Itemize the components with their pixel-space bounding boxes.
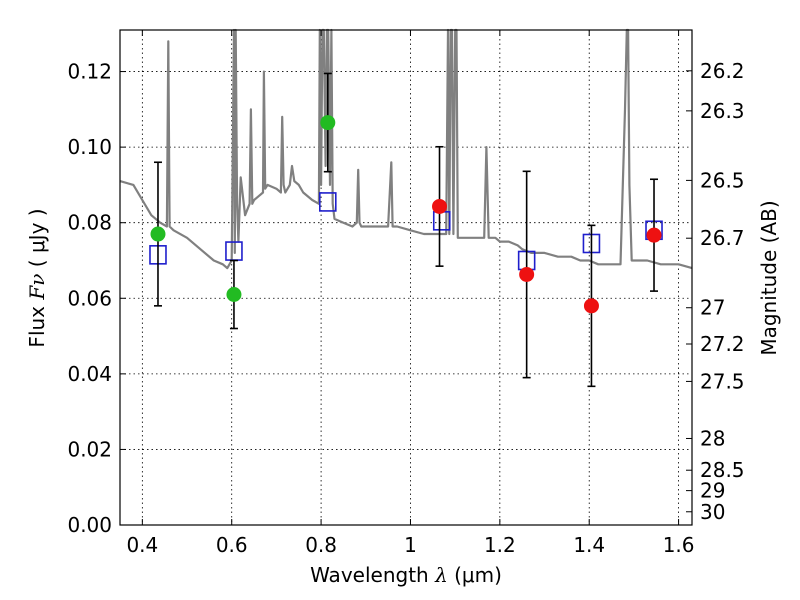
observed-flux-point [226, 287, 242, 303]
observed-flux-point [519, 266, 535, 282]
y2-tick-label: 26.3 [700, 99, 745, 123]
y2-tick-label: 27.2 [700, 332, 745, 356]
y-axis-title: Flux Fν ( μJy ) [25, 208, 49, 347]
ticks-layer: 0.4 0.6 0.8 1 1.2 1.4 1.6 0.00 0.02 0.04 0.06 0.08 0… [67, 30, 745, 557]
y-tick-label: 0.10 [67, 135, 112, 159]
y2-tick-label: 26.7 [700, 226, 745, 250]
y2-axis-title: Magnitude (AB) [757, 200, 781, 355]
grid-layer [120, 30, 692, 526]
y2-tick-label: 27 [700, 296, 725, 320]
x-tick-label: 1.6 [663, 533, 695, 557]
observed-flux-point [583, 298, 599, 314]
y-tick-label: 0.00 [67, 513, 112, 537]
y2-tick-label: 28.5 [700, 458, 745, 482]
spectrum-layer [119, 28, 693, 270]
x-tick-label: 0.8 [305, 533, 337, 557]
spectrum-line [119, 28, 693, 270]
x-tick-label: 1 [404, 533, 417, 557]
y2-tick-label: 30 [700, 500, 725, 524]
y2-tick-label: 26.2 [700, 59, 745, 83]
plot-frame [119, 29, 693, 526]
y-tick-label: 0.12 [67, 60, 112, 84]
y2-tick-label: 28 [700, 426, 725, 450]
y-tick-label: 0.04 [67, 362, 112, 386]
x-tick-label: 0.6 [216, 533, 248, 557]
x-tick-label: 1.4 [573, 533, 605, 557]
x-tick-label: 1.2 [484, 533, 516, 557]
observed-flux-point [320, 115, 336, 131]
markers-layer [149, 72, 663, 388]
y2-tick-label: 27.5 [700, 369, 745, 393]
model-flux-square [318, 192, 337, 212]
observed-flux-point [150, 226, 166, 242]
x-axis-title: Wavelength λ (μm) [310, 563, 502, 587]
observed-flux-point [432, 198, 448, 214]
y2-tick-label: 29 [700, 479, 725, 503]
y-tick-label: 0.06 [67, 286, 112, 310]
y2-tick-label: 26.5 [700, 168, 745, 192]
observed-flux-point [646, 227, 662, 243]
y-tick-label: 0.02 [67, 437, 112, 461]
y-tick-label: 0.08 [67, 211, 112, 235]
x-tick-label: 0.4 [126, 533, 158, 557]
